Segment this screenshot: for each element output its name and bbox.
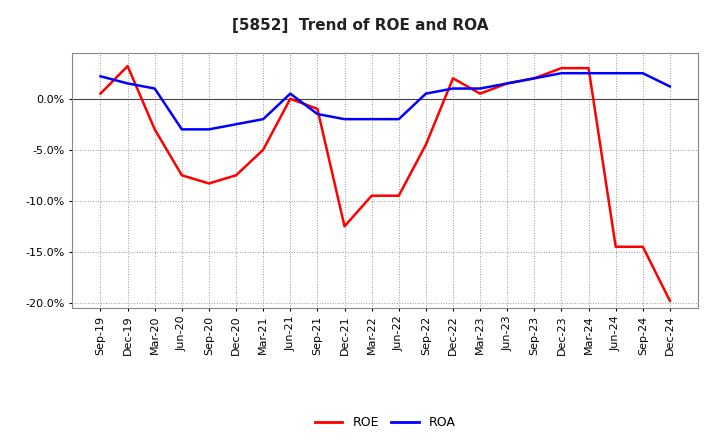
ROA	[421, 91, 430, 96]
ROE	[204, 181, 213, 186]
ROE	[313, 106, 322, 112]
ROA	[395, 117, 403, 122]
ROA	[341, 117, 349, 122]
ROE	[639, 244, 647, 249]
ROA	[150, 86, 159, 91]
ROE	[665, 298, 674, 304]
ROE	[232, 172, 240, 178]
ROE	[503, 81, 511, 86]
ROA	[557, 70, 566, 76]
ROE	[367, 193, 376, 198]
ROA	[232, 121, 240, 127]
ROA	[476, 86, 485, 91]
ROE	[286, 96, 294, 101]
ROA	[286, 91, 294, 96]
ROE	[530, 76, 539, 81]
ROA	[611, 70, 620, 76]
ROE	[395, 193, 403, 198]
ROE	[557, 66, 566, 71]
ROA	[449, 86, 457, 91]
ROA	[204, 127, 213, 132]
Legend: ROE, ROA: ROE, ROA	[310, 411, 461, 434]
ROE	[96, 91, 105, 96]
Line: ROE: ROE	[101, 66, 670, 301]
ROE	[341, 224, 349, 229]
ROE	[178, 172, 186, 178]
ROE	[123, 63, 132, 69]
ROE	[421, 142, 430, 147]
ROA	[665, 84, 674, 89]
ROA	[178, 127, 186, 132]
ROA	[639, 70, 647, 76]
ROA	[96, 73, 105, 79]
ROE	[150, 127, 159, 132]
ROA	[123, 81, 132, 86]
Line: ROA: ROA	[101, 73, 670, 129]
ROA	[259, 117, 268, 122]
ROA	[530, 76, 539, 81]
ROA	[313, 111, 322, 117]
ROA	[503, 81, 511, 86]
Text: [5852]  Trend of ROE and ROA: [5852] Trend of ROE and ROA	[232, 18, 488, 33]
ROA	[584, 70, 593, 76]
ROE	[584, 66, 593, 71]
ROA	[367, 117, 376, 122]
ROE	[259, 147, 268, 152]
ROE	[449, 76, 457, 81]
ROE	[476, 91, 485, 96]
ROE	[611, 244, 620, 249]
